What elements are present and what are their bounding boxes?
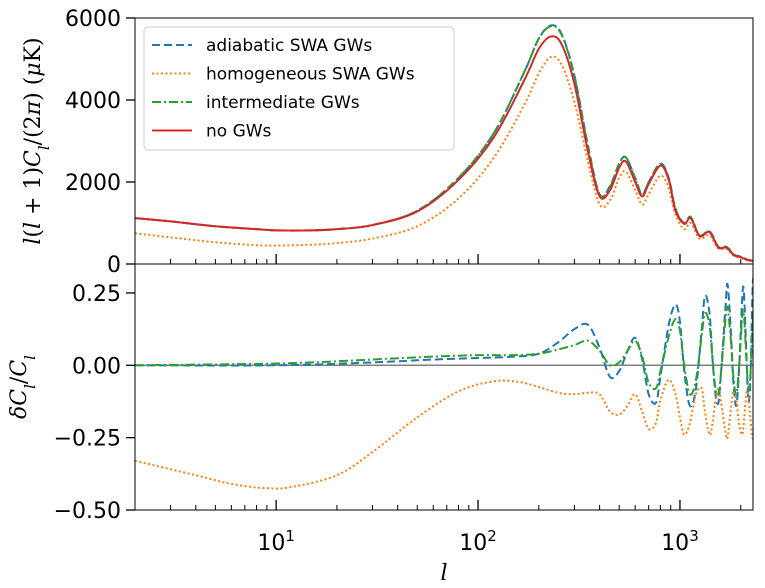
top-ytick-label: 0 [107,253,121,278]
legend-label-homogeneous-swa-gws: homogeneous SWA GWs [206,65,415,85]
bottom-panel-xlabel: l [440,561,447,586]
bottom-series-adiabatic-swa-gws [135,278,753,408]
bottom-xtick-label: 101 [257,527,295,556]
bottom-panel-y-ticks: −0.50 −0.25 0.00 0.25 [54,282,135,524]
bottom-xtick-label: 103 [661,527,699,556]
top-panel-y-ticks: 0 2000 4000 6000 [65,7,135,278]
top-panel-series [135,24,753,263]
top-ytick-label: 6000 [65,7,121,32]
legend-label-no-gws: no GWs [206,122,272,142]
bottom-panel: −0.50 −0.25 0.00 0.25 101 102 103 δCl/Cl l [7,263,754,586]
bottom-ytick-label: 0.00 [72,354,121,379]
top-panel-x-ticks [134,254,742,264]
legend-label-adiabatic-swa-gws: adiabatic SWA GWs [206,36,372,56]
bottom-ytick-label: −0.50 [54,499,121,524]
bottom-series-homogeneous-swa-gws [135,378,753,490]
top-panel: 0 2000 4000 6000 l(l + 1)Cl/(2π) (μK) [21,7,754,278]
top-panel-ylabel: l(l + 1)Cl/(2π) (μK) [21,37,53,244]
bottom-panel-ylabel: δCl/Cl [7,355,39,419]
bottom-xtick-label: 102 [459,527,497,556]
legend-box [143,26,455,151]
top-ytick-label: 2000 [65,171,121,196]
legend: adiabatic SWA GWs homogeneous SWA GWs inte… [143,26,455,151]
bottom-panel-series [135,278,753,490]
legend-label-intermediate-gws: intermediate GWs [206,93,360,113]
bottom-panel-frame [134,263,754,511]
bottom-ytick-label: −0.25 [54,427,121,452]
top-series-no-gws [135,35,753,262]
top-ytick-label: 4000 [65,89,121,114]
top-series-homogeneous-swa-gws [135,55,753,263]
bottom-ytick-label: 0.25 [72,282,121,307]
bottom-panel-x-ticks: 101 102 103 [134,500,742,556]
